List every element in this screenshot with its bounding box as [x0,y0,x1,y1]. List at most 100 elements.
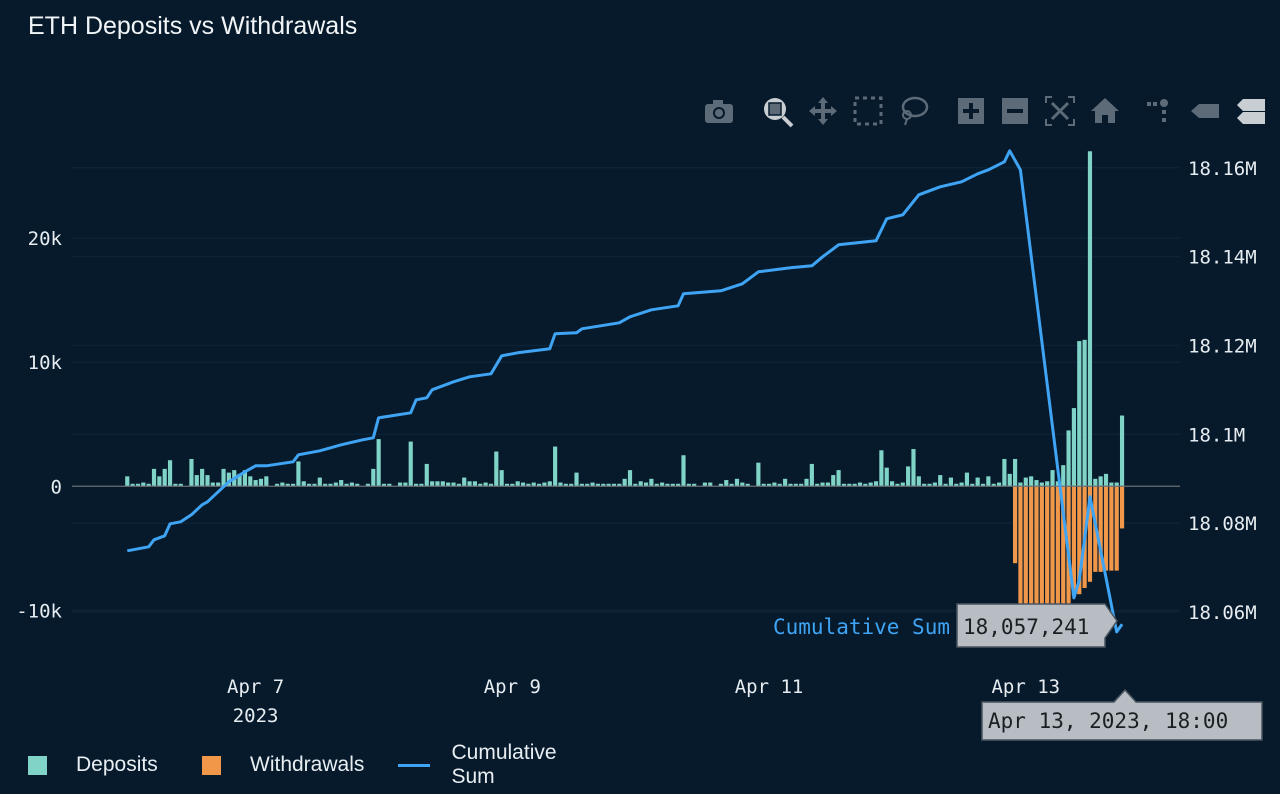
deposit-bar [478,483,483,487]
deposit-bar [542,482,547,487]
deposit-bar [1050,470,1055,487]
deposit-bar [841,483,847,487]
deposit-bar [1109,482,1114,487]
withdrawal-bar [1066,486,1071,606]
deposit-bar [1029,476,1034,487]
deposit-bar [1114,482,1119,487]
y-right-tick-label: 18.1M [1188,424,1245,446]
withdrawal-bar [1013,486,1018,564]
deposit-bar [734,478,740,487]
y-right-tick-label: 18.12M [1188,335,1257,357]
legend-item-deposits[interactable]: Deposits [28,750,158,780]
deposit-bar [141,482,146,487]
reset-axes-icon[interactable] [1088,94,1122,128]
deposit-bar [167,460,173,487]
deposit-bar [959,482,964,487]
deposit-bar [344,483,349,487]
deposit-bar [852,483,857,487]
deposit-bar [413,483,419,487]
deposit-bar [365,483,371,487]
deposit-bar [948,477,953,487]
withdrawal-bar [1109,486,1114,571]
deposit-bar [622,478,627,487]
withdrawal-bar [1093,486,1098,572]
deposit-bar [563,483,568,487]
deposit-bar [221,468,226,487]
deposit-bar [504,483,510,487]
deposit-bar [162,468,167,487]
hover-compare-icon[interactable] [1234,94,1268,128]
deposit-bar [200,468,205,487]
deposit-bar [617,483,622,487]
hover-tooltip-value: Cumulative Sum 18,057,241 [773,603,1118,648]
deposit-bar [595,483,601,487]
deposit-bar [681,455,686,487]
deposit-bar [916,476,921,487]
deposit-bar [831,475,836,487]
deposit-bar [381,483,387,487]
deposit-bar [558,482,563,487]
deposit-bar [745,483,750,487]
deposit-bar [205,475,210,487]
deposit-bar [1018,482,1023,487]
deposit-bar [462,477,467,487]
deposit-bar [494,451,499,487]
autoscale-icon[interactable] [1043,94,1077,128]
deposit-bar [574,472,579,487]
deposit-bar [1061,465,1066,487]
deposit-bar [579,483,584,487]
pan-icon[interactable] [806,94,840,128]
deposit-bar [879,450,884,487]
deposit-bar [783,478,788,487]
deposit-bar [820,482,825,487]
chart-title: ETH Deposits vs Withdrawals [28,12,358,40]
deposit-bar [349,482,354,487]
camera-icon[interactable] [702,94,736,128]
deposit-bar [954,483,959,487]
box-select-icon[interactable] [851,94,885,128]
deposit-bar [355,483,360,487]
x-tick-year-label: 2023 [233,705,279,727]
hover-closest-icon[interactable] [1188,94,1222,128]
deposit-bar [665,483,670,487]
deposit-bar [718,483,724,487]
deposit-bar [1066,430,1071,487]
deposit-bar [633,483,638,487]
deposit-bar [515,481,520,487]
zoom-in-icon[interactable] [954,94,988,128]
deposit-bar [1002,458,1007,487]
deposit-bar [253,480,258,487]
deposit-bar [943,483,948,487]
deposit-bar [884,467,889,487]
deposit-bar [970,483,975,487]
legend-item-withdrawals[interactable]: Withdrawals [202,750,364,780]
deposit-bar [1013,458,1018,487]
legend-item-cumulative-sum[interactable]: Cumulative Sum [398,741,567,788]
spike-lines-icon[interactable] [1143,94,1177,128]
deposit-bar [1103,473,1109,487]
deposit-bar [242,470,248,487]
zoom-icon[interactable] [760,94,794,128]
deposit-bar [788,483,793,487]
deposit-bar [590,482,595,487]
deposit-bar [472,481,477,487]
legend-label: Cumulative Sum [451,741,557,788]
deposit-bar [376,439,381,487]
lasso-select-icon[interactable] [896,94,930,128]
deposit-bar [809,463,814,487]
deposit-bar [387,483,392,487]
deposit-bar [922,483,927,487]
deposit-bar [280,482,285,487]
withdrawal-bar [1050,486,1055,606]
deposit-bar [1039,482,1044,487]
withdrawal-bar [1029,486,1034,605]
tooltip-value: 18,057,241 [963,615,1089,639]
bars [125,151,1125,606]
deposit-bar [1055,481,1060,487]
deposit-bar [1087,151,1093,487]
deposit-bar [1023,477,1028,487]
deposit-bar [424,463,429,487]
deposit-bar [446,482,451,487]
axes: -10k 0 10k 20k 18.06M 18.08M 18.1M 18.12M 18.14M… [16,158,1256,727]
zoom-out-icon[interactable] [998,94,1032,128]
